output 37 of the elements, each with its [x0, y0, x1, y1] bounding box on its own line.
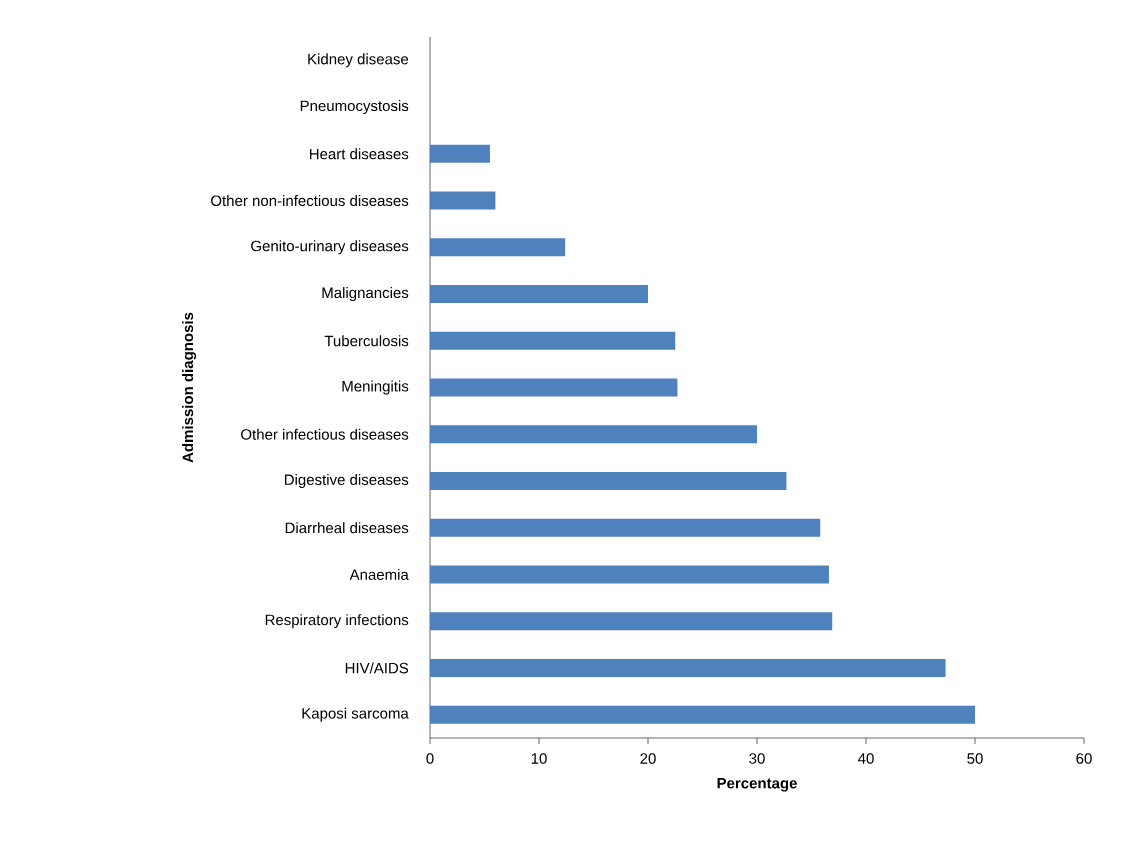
x-tick-label: 0 [426, 753, 434, 764]
y-tick-label: Anaemia [349, 568, 409, 580]
y-tick-label: Other non-infectious diseases [211, 195, 409, 207]
bar [430, 565, 829, 584]
bar [430, 331, 676, 350]
bar [430, 705, 976, 724]
y-tick-label: Genito-urinary diseases [251, 240, 409, 255]
y-tick-label: Pneumocystosis [300, 100, 409, 115]
y-tick-label: Heart diseases [309, 148, 409, 160]
x-tick-label: 60 [1076, 753, 1092, 764]
y-tick-label: Other infectious diseases [241, 428, 409, 440]
y-axis-title: Admission diagnosis [182, 312, 197, 463]
y-tick-label: Kidney disease [308, 53, 409, 68]
x-tick-label: 40 [858, 753, 874, 764]
y-tick-label: HIV/AIDS [345, 662, 409, 674]
y-tick-label: Respiratory infections [265, 614, 409, 629]
y-tick-label: Kaposi sarcoma [302, 707, 409, 722]
bar [430, 612, 833, 631]
bar [430, 425, 757, 444]
bar [430, 378, 678, 397]
y-tick-label: Diarrheal diseases [285, 522, 409, 534]
y-tick-label: Digestive diseases [284, 473, 409, 488]
bar [430, 658, 946, 677]
bar [430, 285, 648, 304]
x-axis-title: Percentage [717, 778, 797, 792]
y-tick-label: Malignancies [322, 287, 409, 302]
x-tick-label: 20 [640, 753, 656, 764]
bar [430, 191, 496, 210]
y-tick-label: Meningitis [342, 380, 409, 395]
bar [430, 471, 787, 490]
x-tick-label: 10 [531, 753, 547, 764]
bar [430, 238, 566, 257]
y-tick-label: Tuberculosis [324, 335, 409, 347]
x-tick-label: 50 [967, 753, 983, 764]
bar [430, 144, 490, 163]
x-tick-label: 30 [749, 753, 765, 764]
bar [430, 518, 821, 537]
